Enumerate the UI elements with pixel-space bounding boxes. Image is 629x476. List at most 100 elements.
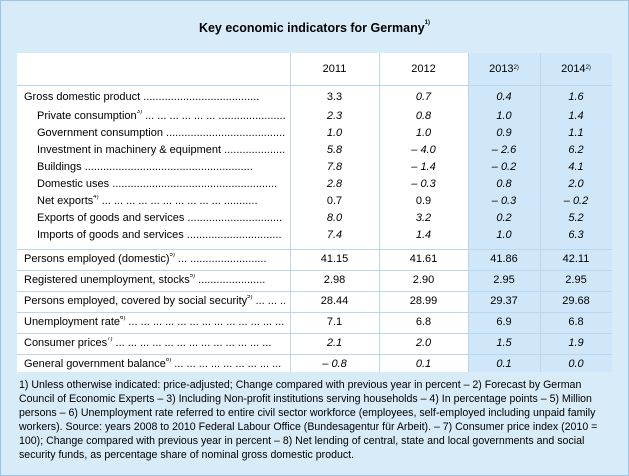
header-2011: 2011 (290, 53, 379, 85)
row-label-text: Private consumption (37, 110, 137, 122)
table-cell: 1.6 (568, 91, 584, 103)
table-cell: 5.2 (568, 212, 584, 224)
table-cell: 29.37 (490, 295, 518, 307)
table-cell: 5.8 (326, 144, 343, 156)
row-label-text: Persons employed (domestic) (24, 253, 170, 265)
table-cell: 2.90 (412, 274, 435, 286)
table-cell: – 0.3 (491, 195, 517, 207)
header-divider (17, 85, 612, 86)
header-2013: 20132) (468, 53, 540, 85)
table-row: Registered unemployment, stocks5) ......… (17, 274, 612, 288)
row-label-text: Gross domestic product (24, 91, 141, 103)
leader-dots: ... ... ... ... ... ... ... ... ... ... … (112, 337, 272, 349)
row-label: Government consumption .................… (37, 127, 285, 139)
table-cell: 1.9 (568, 337, 584, 349)
leader-dots: .................... (221, 144, 285, 156)
leader-dots: ........................................… (109, 178, 278, 190)
header-label: 2011 (322, 63, 347, 75)
table-cell: 2.95 (565, 274, 587, 286)
table-cell: 6.8 (415, 316, 432, 328)
leader-dots: ....................................... (162, 127, 285, 139)
row-label-text: Unemployment rate (24, 316, 120, 328)
table-cell: 41.86 (490, 253, 518, 265)
row-label: Investment in machinery & equipment ....… (37, 144, 285, 156)
row-label: Gross domestic product .................… (24, 91, 285, 103)
row-note: 6) (120, 316, 126, 321)
row-label: Consumer prices7) ... ... ... ... ... ..… (24, 337, 285, 349)
table-cell: 2.0 (415, 337, 432, 349)
leader-dots: ........................................… (81, 161, 253, 173)
row-divider (17, 291, 612, 292)
table-cell: 4.1 (568, 161, 584, 173)
table-cell: 7.1 (326, 316, 343, 328)
table-cell: 28.44 (320, 295, 349, 307)
row-divider (17, 354, 612, 355)
table-cell: 3.2 (415, 212, 432, 224)
row-divider (17, 333, 612, 334)
table-row: Domestic uses ..........................… (17, 178, 612, 192)
row-label-text: Imports of goods and services (37, 229, 184, 241)
table-cell: 1.0 (326, 127, 343, 139)
row-label: Domestic uses ..........................… (37, 178, 285, 190)
table-cell: 1.0 (415, 127, 432, 139)
table-cell: 6.3 (568, 229, 584, 241)
table-row: Private consumption3) ... ... ... ... ..… (17, 110, 612, 124)
table-row: General government balance8) ... ... ...… (17, 358, 612, 372)
table-cell: 6.8 (568, 316, 584, 328)
row-note: 5) (169, 253, 175, 258)
table-cell: 2.1 (326, 337, 343, 349)
row-label-text: General government balance (24, 358, 166, 370)
row-label: General government balance8) ... ... ...… (24, 358, 285, 370)
row-label-text: Buildings (37, 161, 82, 173)
table-cell: 1.1 (568, 127, 584, 139)
column-divider (468, 53, 469, 372)
row-note: 5) (189, 274, 196, 279)
row-label: Net exports4) ... ... ... ... ... ... ..… (37, 195, 285, 207)
row-divider (17, 312, 612, 313)
row-label-text: Persons employed, covered by social secu… (24, 295, 248, 307)
table-cell: 2.98 (323, 274, 346, 286)
table-row: Buildings ..............................… (17, 161, 612, 175)
table-cell: – 0.3 (411, 178, 436, 190)
row-label: Private consumption3) ... ... ... ... ..… (37, 110, 285, 122)
table-cell: 2.95 (493, 274, 515, 286)
table-cell: 28.99 (409, 295, 438, 307)
table-cell: 1.5 (496, 337, 512, 349)
table-row: Gross domestic product .................… (17, 91, 612, 105)
row-note: 3) (136, 110, 143, 115)
leader-dots: ............................... (184, 212, 283, 224)
table-cell: 0.1 (415, 358, 432, 370)
row-note: 8) (165, 358, 172, 363)
table-row: Investment in machinery & equipment ....… (17, 144, 612, 158)
table-cell: 7.4 (326, 229, 343, 241)
table-cell: 0.8 (496, 178, 512, 190)
table-cell: 0.2 (496, 212, 512, 224)
table-cell: 41.61 (409, 253, 438, 265)
table-cell: 7.8 (326, 161, 343, 173)
table-cell: 2.0 (568, 178, 584, 190)
leader-dots: ... ... ... ... ... ... ... ... ... (171, 358, 282, 370)
table-cell: 0.9 (415, 195, 432, 207)
table-row: Persons employed, covered by social secu… (17, 295, 612, 309)
header-2014: 20142) (540, 53, 612, 85)
table-cell: 1.4 (415, 229, 432, 241)
leader-dots: ... ... ... ... ... ... ... ... ... ... … (98, 195, 258, 207)
table-cell: 0.8 (415, 110, 432, 122)
table-cell: 1.0 (496, 110, 512, 122)
row-label: Unemployment rate6) ... ... ... ... ... … (24, 316, 285, 328)
table-row: Net exports4) ... ... ... ... ... ... ..… (17, 195, 612, 209)
row-label-text: Consumer prices (24, 337, 108, 349)
table-cell: 0.1 (496, 358, 512, 370)
row-divider (17, 249, 612, 250)
header-note: 2) (585, 65, 591, 71)
column-divider (540, 53, 541, 372)
leader-dots: ... ... ... ... ... ... ... ... ... ... … (125, 316, 285, 328)
header-label: 2012 (411, 63, 436, 75)
row-label: Persons employed, covered by social secu… (24, 295, 285, 307)
table-cell: 29.68 (562, 295, 590, 307)
header-2012: 2012 (379, 53, 468, 85)
table-cell: – 0.2 (563, 195, 589, 207)
row-label-text: Net exports (37, 195, 94, 207)
header-label: 2014 (561, 63, 586, 75)
table-cell: 2.8 (326, 178, 343, 190)
